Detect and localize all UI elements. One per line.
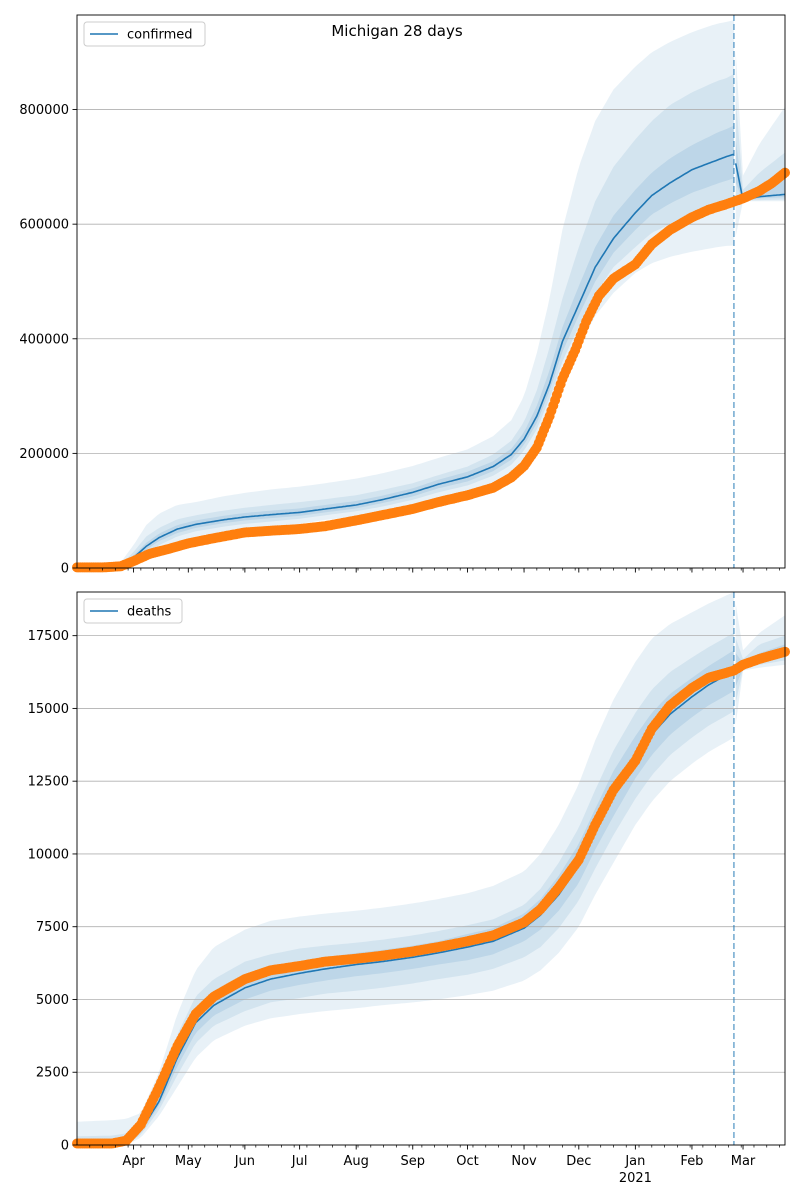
band-2-segment-0 [77, 125, 734, 568]
x-tick-label-jun: Jun [234, 1154, 255, 1169]
x-tick-label-jul: Jul [291, 1154, 308, 1169]
band-0-segment-1 [735, 51, 785, 237]
confirmed-y-ticks: 0 200000 400000 600000 800000 [19, 103, 77, 577]
deaths-x-ticks: Apr May Jun Jul Aug Sep Oct Nov Dec Jan Feb Mar 2021 [89, 1145, 780, 1186]
x-tick-label-nov: Nov [511, 1154, 537, 1169]
x-tick-label-may: May [175, 1154, 202, 1169]
legend-label: deaths [127, 605, 172, 620]
x-tick-label-mar: Mar [731, 1154, 756, 1169]
model-line-segment-0 [77, 153, 735, 569]
x-tick-label-sep: Sep [400, 1154, 425, 1169]
y-tick-label-3: 600000 [19, 218, 69, 233]
x-tick-label-dec: Dec [566, 1154, 591, 1169]
deaths-y-ticks: 0 2500 5000 7500 10000 12500 15000 17500 [28, 629, 77, 1154]
deaths-uncertainty-bands [77, 592, 785, 1145]
x-tick-label-jan: Jan [624, 1154, 645, 1169]
legend-box [83, 21, 206, 47]
y-tick-label-1: 2500 [36, 1066, 69, 1081]
band-1-segment-0 [77, 632, 734, 1145]
y-tick-label-7: 17500 [28, 629, 69, 644]
x-tick-label-feb: Feb [680, 1154, 703, 1169]
y-tick-label-1: 200000 [19, 447, 69, 462]
x-year-label: 2021 [619, 1171, 652, 1186]
y-tick-label-6: 15000 [28, 702, 69, 717]
y-tick-label-2: 400000 [19, 332, 69, 347]
deaths-grid [77, 635, 785, 1146]
y-tick-label-0: 0 [61, 562, 69, 577]
band-2-segment-0 [77, 650, 734, 1145]
band-1-segment-0 [77, 74, 734, 568]
x-tick-label-oct: Oct [456, 1154, 478, 1169]
confirmed-x-ticks [89, 568, 780, 573]
axes-frame [76, 591, 786, 1146]
deaths-panel: Apr May Jun Jul Aug Sep Oct Nov Dec Jan Feb Mar 2021… [28, 591, 790, 1186]
deaths-axes-frame [76, 591, 786, 1146]
confirmed-axes-frame [76, 14, 786, 569]
y-tick-label-4: 10000 [28, 847, 69, 862]
confirmed-legend: confirmed [83, 21, 206, 47]
legend-box [83, 598, 183, 624]
confirmed-panel: 0 200000 400000 600000 800000 confirmed [19, 14, 790, 577]
deaths-observed-points [72, 646, 790, 1149]
y-tick-label-4: 800000 [19, 103, 69, 118]
axes-frame [76, 14, 786, 569]
y-tick-label-5: 12500 [28, 775, 69, 790]
deaths-legend: deaths [83, 598, 183, 624]
band-0-segment-1 [735, 603, 785, 725]
band-0-segment-0 [77, 592, 734, 1145]
legend-label: confirmed [127, 28, 193, 43]
y-tick-label-0: 0 [61, 1139, 69, 1154]
y-tick-label-3: 7500 [36, 920, 69, 935]
y-tick-label-2: 5000 [36, 993, 69, 1008]
figure-title: Michigan 28 days [331, 22, 462, 40]
x-tick-label-apr: Apr [122, 1154, 145, 1169]
confirmed-observed-points [72, 167, 790, 573]
x-tick-label-aug: Aug [343, 1154, 368, 1169]
